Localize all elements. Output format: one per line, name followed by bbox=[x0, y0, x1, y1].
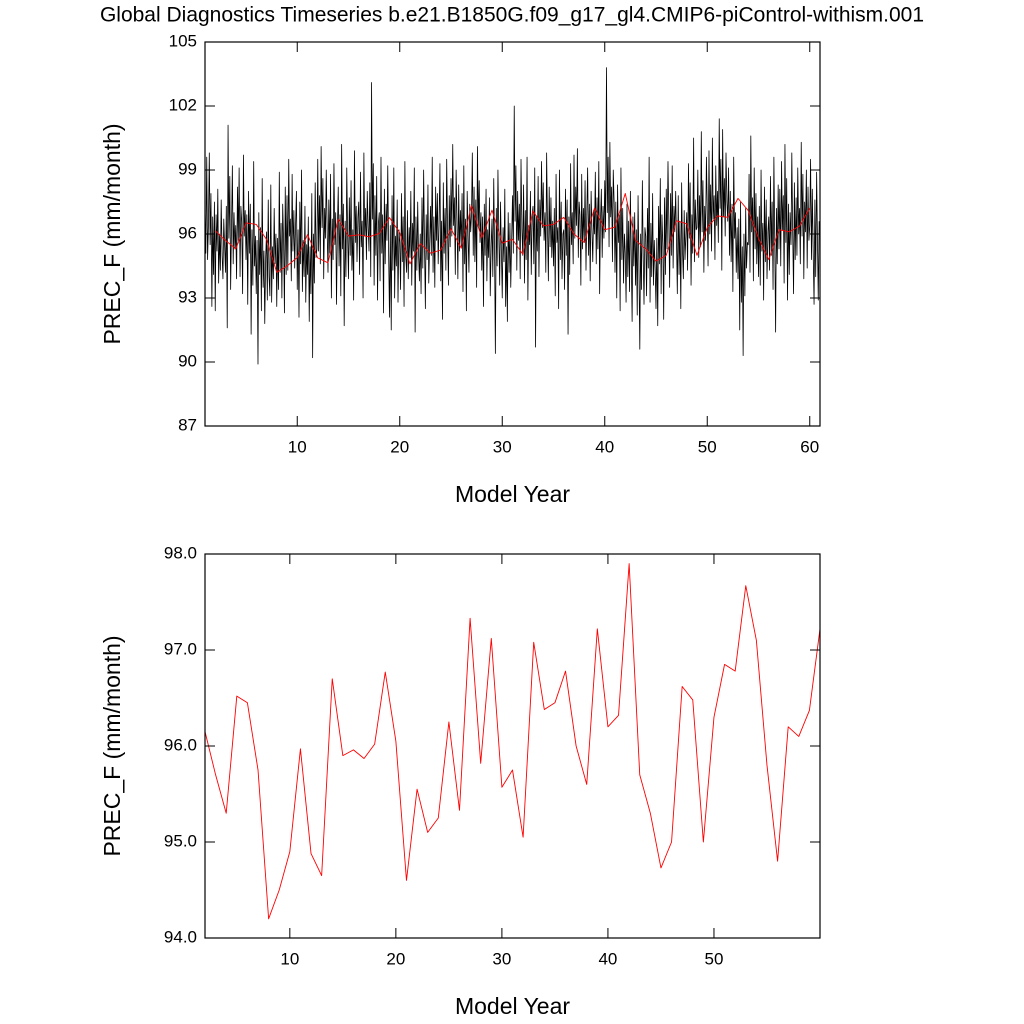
y-tick-label: 95.0 bbox=[164, 831, 197, 850]
y-tick-label: 96 bbox=[178, 223, 197, 242]
y-tick-label: 93 bbox=[178, 287, 197, 306]
data-line bbox=[204, 67, 820, 365]
y-tick-label: 94.0 bbox=[164, 927, 197, 946]
y-tick-label: 102 bbox=[169, 95, 197, 114]
y-tick-label: 97.0 bbox=[164, 639, 197, 658]
x-tick-label: 10 bbox=[280, 949, 299, 968]
x-tick-label: 30 bbox=[493, 437, 512, 456]
x-tick-label: 20 bbox=[390, 437, 409, 456]
y-tick-label: 99 bbox=[178, 159, 197, 178]
x-tick-label: 60 bbox=[800, 437, 819, 456]
plot-frame bbox=[204, 41, 821, 427]
x-tick-label: 10 bbox=[288, 437, 307, 456]
x-tick-label: 30 bbox=[492, 949, 511, 968]
x-tick-label: 50 bbox=[705, 949, 724, 968]
data-line bbox=[204, 563, 821, 920]
data-line bbox=[214, 193, 811, 273]
figure-title: Global Diagnostics Timeseries b.e21.B185… bbox=[100, 4, 924, 27]
x-tick-label: 40 bbox=[598, 949, 617, 968]
y-tick-label: 98.0 bbox=[164, 543, 197, 562]
plot-frame bbox=[204, 553, 821, 939]
y-axis-title: PREC_F (mm/month) bbox=[99, 123, 125, 344]
x-tick-label: 50 bbox=[698, 437, 717, 456]
y-tick-label: 87 bbox=[178, 415, 197, 434]
y-tick-label: 105 bbox=[169, 31, 197, 50]
x-axis-title: Model Year bbox=[455, 993, 570, 1019]
y-tick-label: 96.0 bbox=[164, 735, 197, 754]
x-tick-label: 40 bbox=[595, 437, 614, 456]
y-axis-title: PREC_F (mm/month) bbox=[99, 635, 125, 856]
y-tick-label: 90 bbox=[178, 351, 197, 370]
x-axis-title: Model Year bbox=[455, 481, 570, 507]
x-tick-label: 20 bbox=[386, 949, 405, 968]
